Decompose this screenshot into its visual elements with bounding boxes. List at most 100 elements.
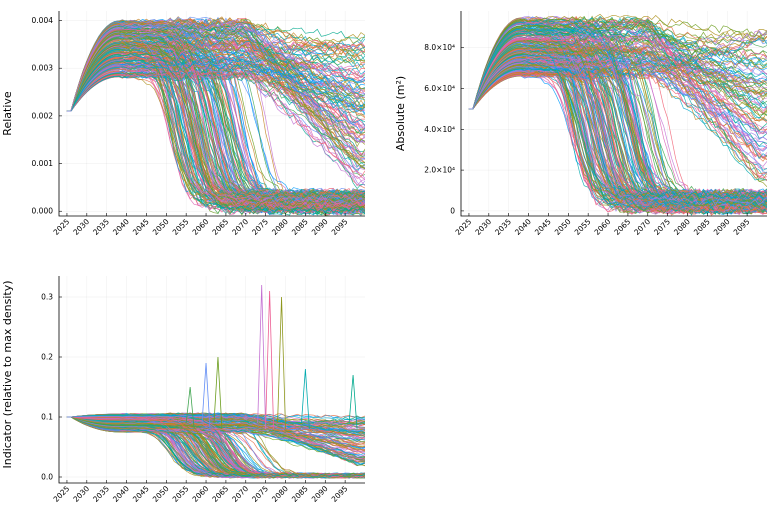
series-spike [213, 356, 223, 430]
y-tick-label: 0.000 [32, 207, 54, 216]
series-line [468, 71, 767, 213]
series-lines [468, 13, 767, 216]
series-line [66, 35, 365, 155]
axis-frame [58, 11, 365, 217]
series-line [468, 48, 767, 110]
series-line [66, 416, 365, 477]
series-line [66, 33, 365, 206]
x-tick-label: 2055 [573, 217, 593, 237]
x-tick-label: 2095 [330, 217, 350, 237]
series-spike [185, 386, 195, 430]
x-tick-label: 2050 [151, 217, 171, 237]
y-tick-label: 0 [450, 206, 455, 215]
x-tick-label: 2065 [612, 217, 632, 237]
series-line [66, 52, 365, 200]
series-line [66, 62, 365, 112]
series-line [66, 69, 365, 163]
x-tick-label: 2040 [111, 217, 131, 237]
series-line [468, 29, 767, 160]
series-lines [66, 16, 365, 216]
series-line [66, 416, 365, 433]
series-line [66, 53, 365, 216]
series-line [66, 412, 365, 437]
series-line [468, 50, 767, 207]
series-line [66, 416, 365, 477]
series-line [468, 28, 767, 215]
series-line [66, 52, 365, 134]
x-tick-label: 2095 [330, 484, 350, 504]
series-line [66, 416, 365, 442]
series-line [66, 28, 365, 170]
series-line [468, 22, 767, 117]
y-tick-label: 0.2 [41, 353, 53, 362]
series-line [468, 17, 767, 110]
series-line [66, 28, 365, 210]
series-line [66, 415, 365, 439]
panel-absolute: 0 2.0×10⁴ 4.0×10⁴ 6.0×10⁴ 8.0×10⁴ 2025 2030 203… [394, 11, 767, 237]
series-line [66, 71, 365, 200]
series-line [66, 20, 365, 112]
axis-frame [58, 276, 365, 484]
series-line [66, 40, 365, 203]
x-tick-label: 2075 [250, 484, 270, 504]
x-tick-label: 2060 [191, 484, 211, 504]
x-tick-label: 2040 [111, 484, 131, 504]
series-line [66, 52, 365, 112]
x-tick-label: 2080 [270, 484, 290, 504]
y-tick-label: 2.0×10⁴ [424, 166, 455, 175]
y-tick-label: 0.1 [41, 413, 53, 422]
x-tick-label: 2070 [230, 217, 250, 237]
x-tick-label: 2045 [533, 217, 553, 237]
series-spike [265, 290, 274, 430]
series-line [468, 13, 767, 110]
panel-indicator: 0.0 0.1 0.2 0.3 2025 2030 2035 2040 2045 2050 2055… [1, 276, 365, 504]
y-axis-title: Indicator (relative to max density) [1, 280, 14, 468]
series-line [468, 27, 767, 202]
series-spike [301, 368, 310, 430]
series-line [468, 62, 767, 110]
x-tick-label: 2055 [171, 484, 191, 504]
x-tick-label: 2050 [553, 217, 573, 237]
x-tick-label: 2055 [171, 217, 191, 237]
series-line [468, 67, 767, 215]
x-tick-label: 2060 [191, 217, 211, 237]
x-tick-label: 2095 [732, 217, 752, 237]
series-line [66, 19, 365, 112]
series-line [66, 43, 365, 112]
x-tick-label: 2070 [230, 484, 250, 504]
series-line [468, 71, 767, 215]
x-tick-label: 2090 [310, 484, 330, 504]
series-line [66, 37, 365, 127]
x-tick-label: 2075 [652, 217, 672, 237]
series-line [468, 22, 767, 110]
x-tick-label: 2045 [131, 484, 151, 504]
x-tick-label: 2035 [91, 217, 111, 237]
series-spike [277, 296, 286, 430]
x-tick-label: 2030 [71, 484, 91, 504]
series-line [66, 69, 365, 215]
series-line [66, 47, 365, 112]
axes: 0.0 0.1 0.2 0.3 2025 2030 2035 2040 2045 2050 2055… [1, 276, 365, 504]
x-tick-label: 2075 [250, 217, 270, 237]
series-line [66, 35, 365, 204]
x-tick-label: 2025 [51, 217, 71, 237]
series-line [66, 416, 365, 479]
y-tick-label: 8.0×10⁴ [424, 43, 455, 52]
series-line [468, 60, 767, 200]
y-tick-label: 4.0×10⁴ [424, 125, 455, 134]
x-tick-label: 2060 [593, 217, 613, 237]
x-tick-label: 2080 [270, 217, 290, 237]
series-line [468, 54, 767, 110]
series-line [66, 64, 365, 213]
series-spike [257, 284, 267, 430]
series-line [468, 20, 767, 202]
series-spike [201, 362, 211, 430]
x-tick-label: 2025 [453, 217, 473, 237]
series-line [468, 36, 767, 114]
series-line [66, 57, 365, 215]
x-tick-label: 2035 [493, 217, 513, 237]
series-line [66, 56, 365, 199]
x-tick-label: 2085 [290, 217, 310, 237]
